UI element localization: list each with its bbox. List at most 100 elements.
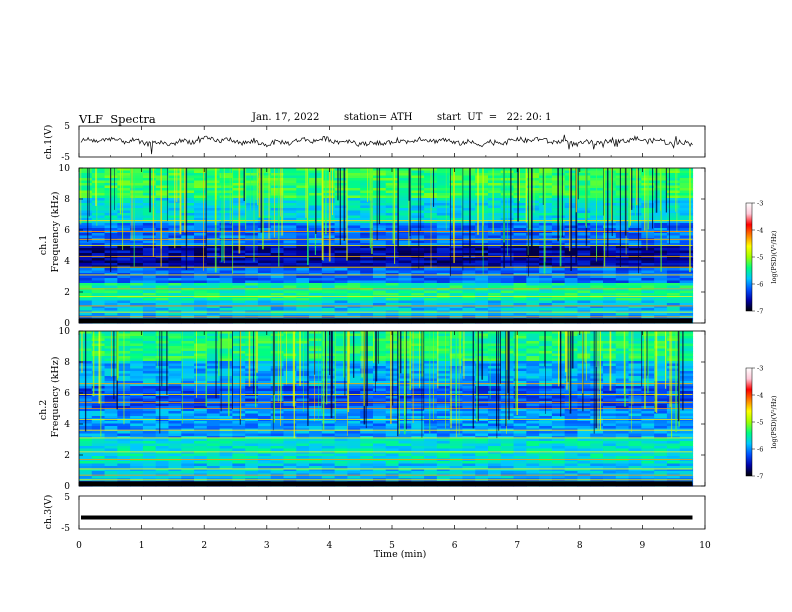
spectrogram-cell: [334, 376, 348, 380]
spectrogram-cell: [257, 273, 272, 277]
spectrogram-cell: [462, 228, 476, 232]
spectrogram-cell: [654, 338, 668, 342]
spectrogram-cell: [232, 298, 246, 302]
spectrogram-cell: [309, 376, 323, 380]
spectrogram-cell: [334, 188, 348, 192]
spectrogram-cell: [219, 366, 233, 370]
spectrogram-cell: [666, 418, 681, 422]
spectrogram-cell: [194, 245, 208, 249]
spectrogram-cell: [603, 418, 617, 422]
spectrogram-cell: [194, 363, 208, 367]
spectrogram-cell: [372, 413, 387, 417]
spectrogram-cell: [628, 373, 642, 377]
spectrogram-cell: [449, 285, 464, 289]
spectrogram-cell: [487, 391, 502, 395]
spectrogram-cell: [130, 230, 144, 234]
spectrogram-cell: [219, 223, 233, 227]
spectrogram-cell: [577, 368, 591, 372]
spectrogram-cell: [398, 305, 412, 309]
spectrogram-cell: [487, 373, 502, 377]
spectrogram-cell: [449, 215, 464, 219]
spectrogram-cell: [513, 308, 527, 312]
spectrogram-cell: [347, 225, 361, 229]
spectrogram-cell: [321, 358, 336, 362]
spectrogram-cell: [347, 305, 361, 309]
spectrogram-cell: [654, 336, 668, 340]
spectrogram-cell: [181, 398, 195, 402]
spectrogram-cell: [424, 363, 438, 367]
spectrogram-cell: [219, 305, 233, 309]
spectrogram-cell: [424, 346, 438, 350]
spectrogram-cell: [360, 260, 374, 264]
spectrogram-cell: [347, 290, 361, 294]
spectrogram-cell: [206, 403, 221, 407]
spectrogram-cell: [206, 331, 221, 335]
spectrogram-cell: [385, 178, 400, 182]
spectrogram-cell: [411, 198, 425, 202]
spectrogram-cell: [168, 418, 182, 422]
spectrogram-cell: [564, 336, 579, 340]
spectrogram-cell: [603, 413, 617, 417]
spectrogram-cell: [219, 270, 233, 274]
spectrogram-cell: [334, 245, 348, 249]
spectrogram-cell: [679, 388, 694, 392]
spectrogram-cell: [577, 223, 591, 227]
spectrogram-cell: [296, 298, 310, 302]
spectrogram-cell: [679, 280, 694, 284]
spectrogram-cell: [104, 308, 118, 312]
spectrogram-cell: [615, 386, 630, 390]
spectrogram-cell: [155, 338, 170, 342]
spectrogram-cell: [654, 378, 668, 382]
spectrogram-cell: [666, 263, 681, 267]
spectrogram-cell: [628, 408, 642, 412]
spectrogram-cell: [411, 346, 425, 350]
spectrogram-cell: [155, 228, 170, 232]
spectrogram-cell: [462, 308, 476, 312]
spectrogram-cell: [296, 223, 310, 227]
spectrogram-cell: [462, 331, 476, 335]
spectrogram-cell: [679, 298, 694, 302]
spectrogram-cell: [206, 348, 221, 352]
spectrogram-cell: [168, 338, 182, 342]
spectrogram-cell: [296, 411, 310, 415]
spectrogram-cell: [462, 270, 476, 274]
spectrogram-cell: [436, 341, 451, 345]
spectrogram-cell: [181, 300, 195, 304]
header-station: station= ATH: [344, 112, 413, 123]
spectrogram-cell: [117, 270, 131, 274]
spectrogram-cell: [679, 173, 694, 177]
spectrogram-cell: [436, 208, 451, 212]
spectrogram-cell: [577, 175, 591, 179]
spectrogram-cell: [551, 313, 566, 317]
spectrogram-cell: [194, 373, 208, 377]
spectrogram-cell: [194, 423, 208, 427]
spectrogram-cell: [130, 225, 144, 229]
spectrogram-cell: [219, 358, 233, 362]
spectrogram-cell: [347, 255, 361, 259]
spectrogram-cell: [219, 185, 233, 189]
spectrogram-cell: [603, 178, 617, 182]
spectrogram-cell: [117, 195, 131, 199]
spectrogram-cell: [551, 273, 566, 277]
spectrogram-cell: [513, 200, 527, 204]
spectrogram-cell: [321, 285, 336, 289]
spectrogram-cell: [245, 268, 259, 272]
spectrogram-cell: [91, 346, 106, 350]
spectrogram-cell: [500, 283, 515, 287]
spectrogram-cell: [219, 190, 233, 194]
spectrogram-cell: [475, 208, 489, 212]
spectrogram-cell: [168, 391, 182, 395]
spectrogram-cell: [360, 258, 374, 262]
spectrogram-cell: [296, 253, 310, 257]
spectrogram-cell: [334, 175, 348, 179]
spectrogram-cell: [104, 280, 118, 284]
spectrogram-cell: [168, 300, 182, 304]
spectrogram-cell: [142, 358, 157, 362]
spectrogram-cell: [155, 421, 170, 425]
spectrogram-cell: [462, 168, 476, 172]
spectrogram-cell: [347, 190, 361, 194]
spectrogram-cell: [526, 273, 540, 277]
spectrogram-cell: [232, 278, 246, 282]
spectrogram-cell: [449, 288, 464, 292]
spectrogram-cell: [130, 203, 144, 207]
